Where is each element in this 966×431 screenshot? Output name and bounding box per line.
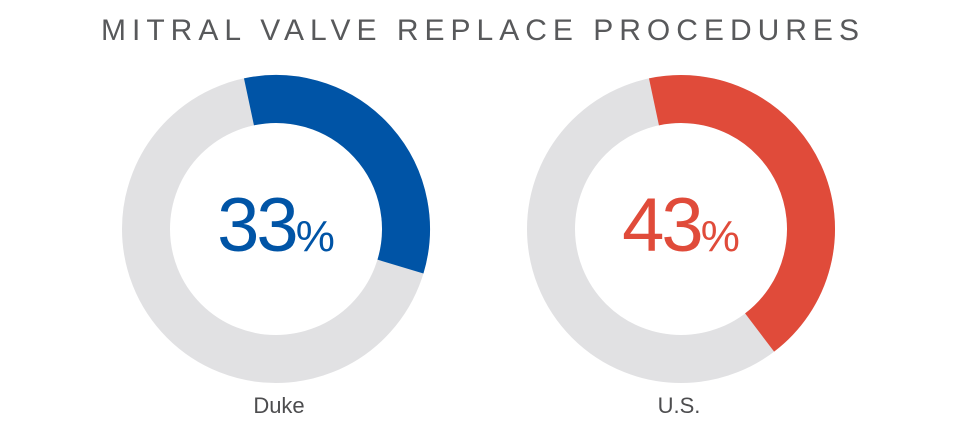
donut-us-value: 43% <box>622 183 740 268</box>
donut-us-label: U.S. <box>658 393 701 418</box>
donut-duke-value: 33% <box>217 183 335 268</box>
donut-us-percent-sign: % <box>701 212 740 261</box>
donut-duke: 33% Duke <box>122 75 430 418</box>
chart-title: MITRAL VALVE REPLACE PROCEDURES <box>101 14 865 47</box>
donut-duke-label: Duke <box>253 393 304 418</box>
donut-duke-percent-sign: % <box>296 212 335 261</box>
donut-us: 43% U.S. <box>527 75 835 418</box>
donut-duke-slice <box>244 75 430 274</box>
donut-us-slice <box>649 75 835 352</box>
donut-us-value-number: 43 <box>622 183 701 268</box>
donut-duke-value-number: 33 <box>217 183 296 268</box>
